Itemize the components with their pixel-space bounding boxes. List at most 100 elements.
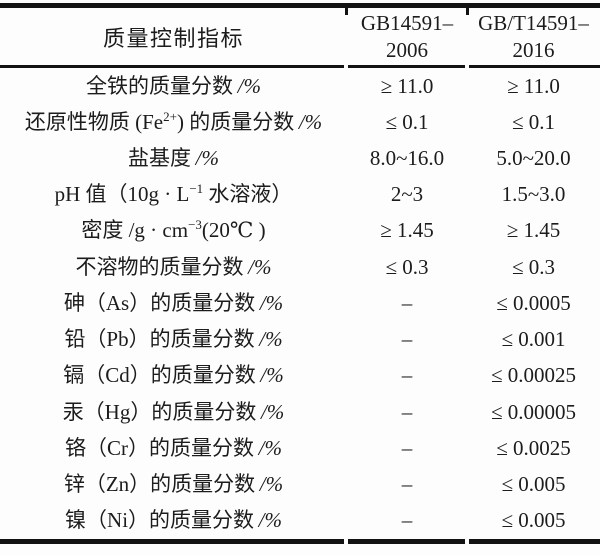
indicator-name-cell: 镍（Ni）的质量分数/% [0,509,347,532]
indicator-name-cell: 还原性物质 (Fe2+) 的质量分数/% [0,108,347,134]
indicator-name-cell: 铅（Pb）的质量分数/% [0,328,347,351]
gb2016-value-cell: ≤ 0.0005 [496,290,571,315]
gb2006-value-cell: – [401,290,413,315]
indicator-name-cell: pH 值（10g · L−1 水溶液） [0,181,347,207]
header-gb14591-2006-line1: GB14591– [360,10,454,35]
table-body: 全铁的质量分数/% ≥ 11.0 ≥ 11.0 还原性物质 (Fe2+) 的质量… [0,68,600,539]
indicator-name-cell: 密度 /g · cm−3(20℃ ) [0,217,347,243]
gb2016-value-cell: ≤ 0.00005 [490,399,577,424]
indicator-name-text: 镍（Ni）的质量分数 [65,508,255,533]
indicator-name-text: ) 的质量分数 [176,109,295,134]
gb2016-value-cell: ≥ 11.0 [507,73,560,98]
header-gb14591-2006-line2: 2006 [386,37,428,62]
gb2006-value-cell: – [401,508,413,533]
column-divider-tick-left [345,8,348,15]
indicator-superscript: −1 [189,181,204,197]
gb2016-value-cell: 1.5~3.0 [501,182,566,207]
indicator-name-cell: 镉（Cd）的质量分数/% [0,364,347,387]
indicator-superscript: 2+ [163,108,177,124]
indicator-name-text: 水溶液） [203,182,293,207]
header-rule-segment [0,65,344,68]
indicator-name-text: 砷（As）的质量分数 [63,290,256,315]
header-gbt14591-2016-line2: 2016 [512,37,555,62]
gb2016-value-cell: ≤ 0.005 [501,508,566,533]
gb2006-value-cell: 8.0~16.0 [369,146,445,171]
indicator-unit: /% [248,254,272,279]
gb2016-value-cell: ≤ 0.0025 [496,435,571,460]
indicator-name-cell: 全铁的质量分数/% [0,73,347,98]
indicator-unit: /% [259,290,284,315]
gb2006-value-cell: – [401,435,413,460]
table-row: 还原性物质 (Fe2+) 的质量分数/% ≤ 0.1 ≤ 0.1 [0,104,600,140]
indicator-name-cell: 盐基度/% [0,146,347,171]
indicator-unit: /% [237,73,261,98]
gb2016-value-cell: ≥ 1.45 [506,218,561,243]
indicator-unit: /% [260,399,285,424]
gb2006-value-cell: ≤ 0.1 [385,109,429,134]
table-rule-top [0,3,600,8]
gb2006-value-cell: – [401,399,413,424]
indicator-unit: /% [260,363,284,388]
indicator-unit: /% [258,435,282,460]
table-row: 锌（Zn）的质量分数/% – ≤ 0.005 [0,467,600,503]
header-rule-segment [348,65,465,68]
table-row: 砷（As）的质量分数/% – ≤ 0.0005 [0,285,600,321]
gb2006-value-cell: – [401,327,413,352]
indicator-name-text: 锌（Zn）的质量分数 [63,472,256,497]
indicator-unit: /% [195,146,219,171]
indicator-name-cell: 锌（Zn）的质量分数/% [0,473,347,496]
table-row: 镉（Cd）的质量分数/% – ≤ 0.00025 [0,358,600,394]
gb2006-value-cell: 2~3 [390,182,424,207]
indicator-unit: /% [259,472,284,497]
table-row: 汞（Hg）的质量分数/% – ≤ 0.00005 [0,394,600,430]
table-row: 密度 /g · cm−3(20℃ ) ≥ 1.45 ≥ 1.45 [0,213,600,249]
gb2006-value-cell: ≤ 0.3 [385,254,429,279]
table-rule-bottom-segment [0,539,344,544]
indicator-name-cell: 不溶物的质量分数/% [0,254,347,279]
indicator-name-text: 密度 /g · cm [81,218,189,243]
table-rule-bottom-segment [469,539,600,544]
header-quality-control-indicator-label: 质量控制指标 [102,25,244,51]
indicator-name-cell: 汞（Hg）的质量分数/% [0,399,347,424]
header-gbt14591-2016: GB/T14591– 2016 [467,8,600,65]
gb2016-value-cell: 5.0~20.0 [496,146,571,171]
indicator-name-text: 汞（Hg）的质量分数 [62,399,257,424]
gb2016-value-cell: ≤ 0.00025 [490,363,577,388]
gb2016-value-cell: ≤ 0.005 [501,472,566,497]
indicator-name-text: 铅（Pb）的质量分数 [64,327,255,352]
header-gbt14591-2016-line1: GB/T14591– [478,10,589,35]
indicator-name-text: 盐基度 [128,146,192,171]
table-row: 不溶物的质量分数/% ≤ 0.3 ≤ 0.3 [0,249,600,285]
header-quality-control-indicator: 质量控制指标 [0,8,347,65]
table-row: 铬（Cr）的质量分数/% – ≤ 0.0025 [0,430,600,466]
column-divider-tick-right [466,8,469,15]
gb2016-value-cell: ≤ 0.001 [501,327,566,352]
indicator-unit: /% [298,109,323,134]
header-gb14591-2006: GB14591– 2006 [347,8,467,65]
table-row: 铅（Pb）的质量分数/% – ≤ 0.001 [0,322,600,358]
table-row: 盐基度/% 8.0~16.0 5.0~20.0 [0,140,600,176]
gb2006-value-cell: – [401,363,413,388]
indicator-unit: /% [258,508,282,533]
indicator-name-text: 不溶物的质量分数 [75,254,244,279]
indicator-superscript: −3 [188,217,202,233]
indicator-name-text: pH 值（10g · L [54,182,190,207]
table-row: pH 值（10g · L−1 水溶液） 2~3 1.5~3.0 [0,177,600,213]
indicator-name-cell: 砷（As）的质量分数/% [0,290,347,315]
gb2006-value-cell: – [401,472,413,497]
table-header-row: 质量控制指标 GB14591– 2006 GB/T14591– 2016 [0,8,600,65]
indicator-name-text: 还原性物质 (Fe [24,109,164,134]
table-row: 全铁的质量分数/% ≥ 11.0 ≥ 11.0 [0,68,600,104]
gb2016-value-cell: ≤ 0.1 [511,109,556,134]
gb2006-value-cell: ≥ 1.45 [380,218,434,243]
gb2006-value-cell: ≥ 11.0 [380,73,434,98]
indicator-name-text: 铬（Cr）的质量分数 [65,435,255,460]
indicator-name-text: 镉（Cd）的质量分数 [63,363,256,388]
indicator-unit: /% [259,327,283,352]
indicator-name-text: (20℃ ) [201,218,266,243]
header-rule-segment [469,65,600,68]
gb2016-value-cell: ≤ 0.3 [511,254,556,279]
table-row: 镍（Ni）的质量分数/% – ≤ 0.005 [0,503,600,539]
indicator-name-text: 全铁的质量分数 [86,73,234,98]
